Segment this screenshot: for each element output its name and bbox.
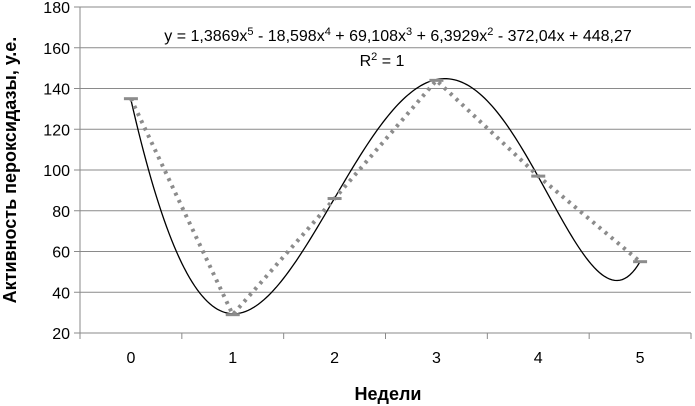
y-tick-label: 20: [52, 326, 70, 343]
trendline-equation: y = 1,3869x5 - 18,598x4 + 69,108x3 + 6,3…: [164, 26, 632, 45]
trendline-curve: [130, 77, 641, 315]
series-line: [129, 77, 642, 319]
y-tick-label: 140: [43, 82, 70, 99]
y-tick-label: 80: [52, 204, 70, 221]
y-tick-label: 60: [52, 245, 70, 262]
y-tick-label: 160: [43, 41, 70, 58]
x-tick-label: 1: [228, 350, 237, 367]
y-tick-label: 40: [52, 285, 70, 302]
x-tick-label: 2: [330, 350, 339, 367]
y-tick-label: 100: [43, 163, 70, 180]
trendline-r-squared: R2 = 1: [360, 51, 405, 70]
y-tick-label: 120: [43, 122, 70, 139]
x-tick-label: 4: [534, 350, 543, 367]
x-tick-label: 3: [432, 350, 441, 367]
x-axis-ticks: 0 1 2 3 4 5: [79, 333, 692, 367]
data-series: [123, 77, 648, 319]
x-axis-title: Недели: [355, 384, 422, 404]
y-axis-title: Активность пероксидазы, у.е.: [0, 37, 20, 304]
y-tick-label: 180: [43, 0, 70, 17]
y-axis-ticks: 20 40 60 80 100 120 140 160 180: [43, 0, 80, 343]
x-tick-label: 0: [126, 350, 135, 367]
x-tick-label: 5: [636, 350, 645, 367]
